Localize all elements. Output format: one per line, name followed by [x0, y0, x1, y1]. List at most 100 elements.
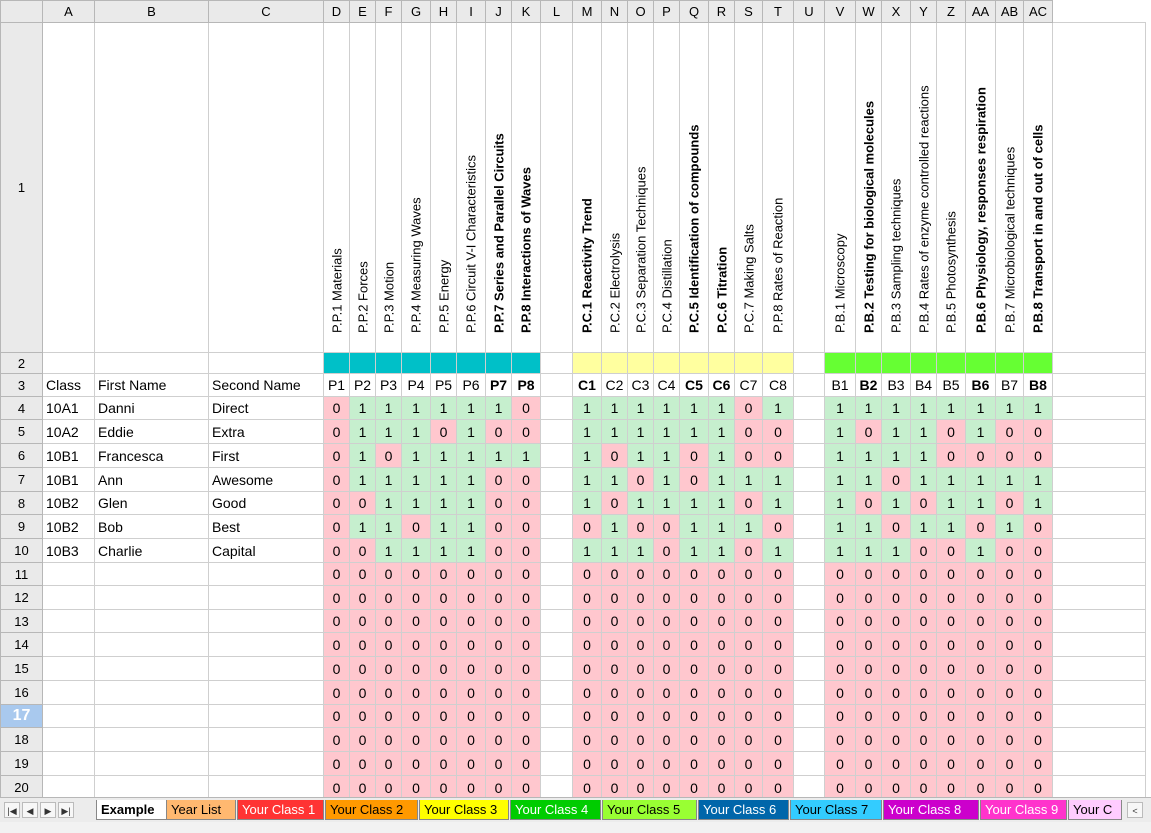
mark-cell[interactable]: 1 — [456, 443, 486, 468]
mark-cell[interactable]: 1 — [995, 514, 1024, 539]
mark-cell[interactable]: 0 — [375, 656, 402, 681]
mark-cell[interactable]: 0 — [995, 727, 1024, 752]
mark-cell[interactable]: 0 — [734, 396, 763, 420]
mark-cell[interactable]: 1 — [824, 396, 856, 420]
mark-cell[interactable]: 0 — [401, 751, 431, 776]
title-cell[interactable]: P.B.2 Testing for biological molecules — [855, 22, 882, 353]
mark-cell[interactable]: 1 — [936, 491, 966, 515]
mark-cell[interactable]: 0 — [375, 704, 402, 728]
mark-cell[interactable]: 0 — [995, 775, 1024, 800]
sheet-tab-your-class-8[interactable]: Your Class 8 — [883, 800, 979, 820]
mark-cell[interactable]: 0 — [936, 775, 966, 800]
mark-cell[interactable]: 0 — [910, 609, 937, 633]
mark-cell[interactable]: 0 — [430, 656, 457, 681]
title-cell[interactable]: P.B.7 Microbiological techniques — [995, 22, 1024, 353]
mark-cell[interactable]: 0 — [679, 656, 709, 681]
mark-cell[interactable]: 0 — [323, 538, 350, 563]
mark-cell[interactable]: 0 — [572, 680, 602, 705]
mark-cell[interactable]: 1 — [572, 419, 602, 444]
mark-cell[interactable]: 0 — [910, 775, 937, 800]
mark-cell[interactable]: 0 — [734, 419, 763, 444]
mark-cell[interactable]: 0 — [601, 585, 628, 610]
mark-cell[interactable]: 0 — [375, 751, 402, 776]
sheet-tab-your-class-1[interactable]: Your Class 1 — [237, 800, 324, 820]
mark-cell[interactable]: 0 — [881, 467, 911, 492]
mark-cell[interactable]: 0 — [456, 704, 486, 728]
mark-cell[interactable]: 1 — [456, 514, 486, 539]
sheet-tab-your-class-4[interactable]: Your Class 4 — [510, 800, 601, 820]
skill-code[interactable]: B5 — [936, 373, 966, 397]
column-header-V[interactable]: V — [824, 0, 856, 23]
mark-cell[interactable]: 0 — [456, 727, 486, 752]
gap-cell[interactable] — [793, 467, 825, 492]
mark-cell[interactable]: 1 — [910, 467, 937, 492]
title-cell[interactable]: P.P.4 Measuring Waves — [401, 22, 431, 353]
title-cell[interactable]: P.P.6 Circuit V-I Characteristics — [456, 22, 486, 353]
select-all-corner[interactable] — [0, 0, 43, 23]
student-class[interactable]: 10B2 — [42, 491, 95, 515]
mark-cell[interactable]: 0 — [323, 585, 350, 610]
mark-cell[interactable]: 0 — [881, 514, 911, 539]
mark-cell[interactable]: 0 — [1023, 704, 1053, 728]
mark-cell[interactable]: 0 — [485, 538, 512, 563]
row-header-18[interactable]: 18 — [0, 727, 43, 752]
mark-cell[interactable]: 0 — [430, 609, 457, 633]
column-header-J[interactable]: J — [485, 0, 512, 23]
mark-cell[interactable]: 0 — [679, 609, 709, 633]
row-header-14[interactable]: 14 — [0, 632, 43, 657]
mark-cell[interactable]: 0 — [762, 704, 794, 728]
mark-cell[interactable]: 0 — [456, 656, 486, 681]
skill-code[interactable]: B3 — [881, 373, 911, 397]
mark-cell[interactable]: 1 — [601, 419, 628, 444]
mark-cell[interactable]: 1 — [401, 467, 431, 492]
mark-cell[interactable]: 0 — [349, 751, 376, 776]
mark-cell[interactable]: 0 — [824, 727, 856, 752]
mark-cell[interactable]: 1 — [965, 396, 996, 420]
skill-code[interactable]: P4 — [401, 373, 431, 397]
mark-cell[interactable]: 0 — [653, 727, 680, 752]
mark-cell[interactable]: 0 — [401, 562, 431, 586]
mark-cell[interactable]: 1 — [456, 396, 486, 420]
mark-cell[interactable]: 0 — [965, 704, 996, 728]
row-header-19[interactable]: 19 — [0, 751, 43, 776]
mark-cell[interactable]: 0 — [936, 538, 966, 563]
mark-cell[interactable]: 1 — [349, 514, 376, 539]
mark-cell[interactable]: 0 — [401, 609, 431, 633]
cell-A11[interactable] — [42, 562, 95, 586]
mark-cell[interactable]: 0 — [965, 775, 996, 800]
mark-cell[interactable]: 0 — [572, 751, 602, 776]
mark-cell[interactable]: 0 — [708, 562, 735, 586]
cell-AC1-pad[interactable] — [1052, 22, 1146, 353]
mark-cell[interactable]: 0 — [485, 562, 512, 586]
title-cell[interactable]: P.P.5 Energy — [430, 22, 457, 353]
mark-cell[interactable]: 0 — [1023, 751, 1053, 776]
mark-cell[interactable]: 0 — [762, 632, 794, 657]
mark-cell[interactable]: 1 — [375, 419, 402, 444]
mark-cell[interactable]: 0 — [965, 680, 996, 705]
mark-cell[interactable]: 0 — [511, 396, 541, 420]
mark-cell[interactable]: 0 — [855, 562, 882, 586]
student-first[interactable]: Glen — [94, 491, 209, 515]
mark-cell[interactable]: 0 — [965, 562, 996, 586]
cell-pad[interactable] — [1052, 727, 1146, 752]
mark-cell[interactable]: 1 — [627, 491, 654, 515]
mark-cell[interactable]: 0 — [511, 727, 541, 752]
student-second[interactable]: Direct — [208, 396, 324, 420]
mark-cell[interactable]: 0 — [734, 656, 763, 681]
student-class[interactable]: 10A1 — [42, 396, 95, 420]
cell-A1[interactable] — [42, 22, 95, 353]
mark-cell[interactable]: 0 — [485, 680, 512, 705]
title-cell[interactable]: P.B.4 Rates of enzyme controlled reactio… — [910, 22, 937, 353]
mark-cell[interactable]: 0 — [401, 704, 431, 728]
row-header-20[interactable]: 20 — [0, 775, 43, 800]
column-header-Z[interactable]: Z — [936, 0, 966, 23]
mark-cell[interactable]: 0 — [995, 680, 1024, 705]
mark-cell[interactable]: 1 — [572, 467, 602, 492]
mark-cell[interactable]: 0 — [1023, 538, 1053, 563]
mark-cell[interactable]: 0 — [401, 585, 431, 610]
mark-cell[interactable]: 0 — [323, 632, 350, 657]
column-header-G[interactable]: G — [401, 0, 431, 23]
mark-cell[interactable]: 0 — [323, 491, 350, 515]
mark-cell[interactable]: 1 — [375, 467, 402, 492]
mark-cell[interactable]: 0 — [679, 704, 709, 728]
